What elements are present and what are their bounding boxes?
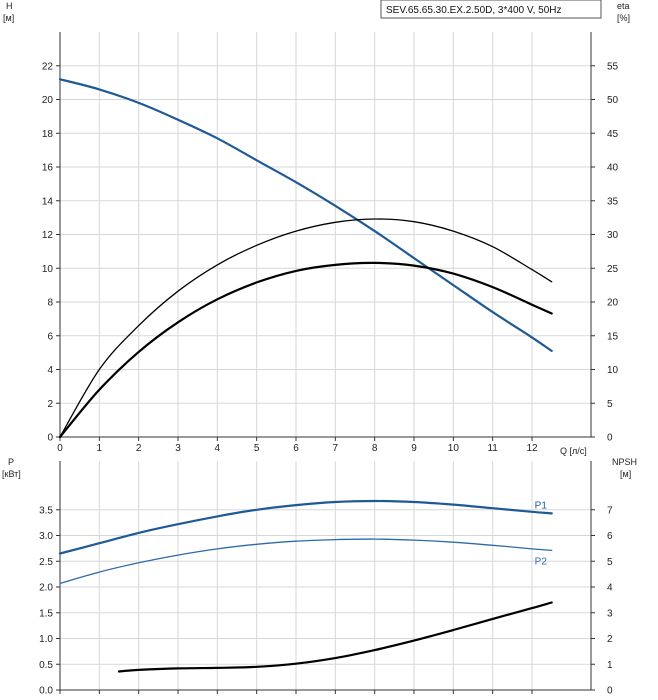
x-tick-label: 12 [526, 443, 538, 454]
y-left-tick-label: 14 [42, 196, 54, 207]
series-line-p0-s0 [58, 78, 553, 352]
bottom-left-axis-unit: [кВт] [2, 469, 21, 479]
y-left-tick-label: 2.0 [39, 583, 53, 594]
y-left-tick-label: 6 [47, 331, 53, 342]
y-right-tick-label: 55 [607, 61, 619, 72]
y-left-tick-label: 2.5 [39, 557, 53, 568]
y-right-tick-label: 4 [607, 583, 613, 594]
y-left-tick-label: 2 [47, 399, 53, 410]
y-right-tick-label: 5 [607, 399, 613, 410]
series-layer: P1 P2 [58, 78, 553, 673]
series-line-p1-s0 [58, 499, 553, 555]
x-tick-label: 4 [215, 443, 221, 454]
x-tick-label: 9 [411, 443, 417, 454]
frame-layer [59, 32, 592, 694]
series-label-p2: P2 [535, 556, 548, 567]
x-tick-label: 0 [57, 443, 63, 454]
y-left-tick-label: 16 [42, 163, 54, 174]
series-line-p1-s2 [117, 601, 553, 673]
x-tick-label: 8 [372, 443, 378, 454]
y-left-tick-label: 3.0 [39, 531, 53, 542]
top-left-axis-unit: [м] [3, 13, 14, 23]
x-tick-label: 1 [97, 443, 103, 454]
y-right-tick-label: 50 [607, 95, 619, 106]
y-left-tick-label: 22 [42, 61, 54, 72]
y-right-tick-label: 1 [607, 660, 613, 671]
y-right-tick-label: 40 [607, 163, 619, 174]
y-right-tick-label: 3 [607, 608, 613, 619]
tick-layer: 0 1 2 3 4 5 6 7 8 9 10 11 12024681012141618202205101… [39, 61, 618, 696]
x-axis-label: Q [л/с] [560, 446, 587, 456]
y-right-tick-label: 15 [607, 331, 619, 342]
series-line-p0-s2 [58, 261, 553, 439]
y-right-tick-label: 35 [607, 196, 619, 207]
y-left-tick-label: 3.5 [39, 505, 53, 516]
y-left-tick-label: 1.0 [39, 634, 53, 645]
y-right-tick-label: 2 [607, 634, 613, 645]
title-box [380, 0, 602, 19]
x-tick-label: 11 [487, 443, 498, 454]
y-right-tick-label: 20 [607, 298, 619, 309]
y-right-tick-label: 6 [607, 531, 613, 542]
top-right-axis-symbol: eta [617, 1, 630, 11]
top-left-axis-symbol: H [6, 1, 13, 11]
y-left-tick-label: 1.5 [39, 608, 53, 619]
series-line-p1-s1 [59, 538, 553, 585]
x-tick-label: 10 [448, 443, 460, 454]
y-right-tick-label: 10 [607, 365, 619, 376]
x-tick-label: 5 [254, 443, 260, 454]
y-left-tick-label: 20 [42, 95, 54, 106]
y-left-tick-label: 4 [47, 365, 53, 376]
y-left-tick-label: 8 [47, 298, 53, 309]
y-left-tick-label: 0.0 [39, 686, 53, 697]
y-left-tick-label: 18 [42, 129, 54, 140]
y-right-tick-label: 45 [607, 129, 619, 140]
y-right-tick-label: 30 [607, 230, 619, 241]
chart-title: SEV.65.65.30.EX.2.50D, 3*400 V, 50Hz [386, 5, 562, 16]
y-right-tick-label: 25 [607, 264, 619, 275]
y-right-tick-label: 7 [607, 505, 613, 516]
x-tick-label: 6 [293, 443, 299, 454]
x-tick-label: 7 [333, 443, 339, 454]
series-line-p0-s1 [59, 218, 553, 438]
y-left-tick-label: 12 [42, 230, 54, 241]
grid-layer [60, 32, 591, 690]
y-right-tick-label: 0 [607, 686, 613, 697]
x-tick-label: 2 [136, 443, 142, 454]
bottom-right-axis-unit: [м] [620, 469, 631, 479]
series-label-p1: P1 [535, 500, 548, 511]
y-left-tick-label: 0.5 [39, 660, 53, 671]
y-left-tick-label: 10 [42, 264, 54, 275]
top-right-axis-unit: [%] [617, 13, 630, 23]
bottom-right-axis-symbol: NPSH [612, 457, 637, 467]
y-left-tick-label: 0 [47, 433, 53, 444]
y-right-tick-label: 5 [607, 557, 613, 568]
x-tick-label: 3 [175, 443, 181, 454]
bottom-left-axis-symbol: P [8, 457, 14, 467]
y-right-tick-label: 0 [607, 433, 613, 444]
